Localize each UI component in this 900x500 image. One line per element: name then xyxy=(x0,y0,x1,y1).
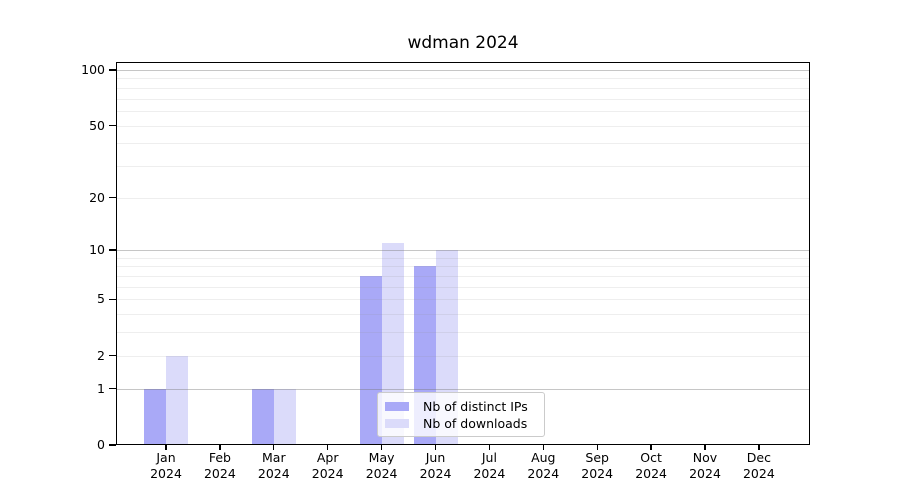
x-tick-label-jul: Jul 2024 xyxy=(473,450,506,481)
bar-distinct-ips-jan xyxy=(144,388,166,445)
gridline-y-1 xyxy=(116,388,810,390)
legend-item-downloads: Nb of downloads xyxy=(385,415,538,432)
x-tick-label-aug: Aug 2024 xyxy=(527,450,560,481)
y-tick-mark-0 xyxy=(109,444,116,446)
x-tick-mark-nov xyxy=(704,444,706,450)
plot-area xyxy=(116,62,810,445)
gridline-y-3 xyxy=(116,332,810,334)
gridline-y-4 xyxy=(116,314,810,316)
bar-downloads-mar xyxy=(273,388,296,445)
y-tick-mark-50 xyxy=(109,124,116,127)
legend-swatch-distinct-ips xyxy=(385,402,409,411)
gridline-y-20 xyxy=(116,197,810,199)
x-tick-mark-dec xyxy=(758,444,760,450)
bar-distinct-ips-mar xyxy=(251,388,274,445)
gridline-y-8 xyxy=(116,266,810,268)
x-tick-mark-jan xyxy=(165,444,167,450)
gridline-y-7 xyxy=(116,276,810,278)
x-tick-mark-aug xyxy=(542,444,544,450)
gridline-y-70 xyxy=(116,98,810,100)
x-tick-label-dec: Dec 2024 xyxy=(742,450,775,481)
x-tick-label-jun: Jun 2024 xyxy=(419,450,452,481)
legend-label-downloads: Nb of downloads xyxy=(423,415,528,431)
gridline-y-9 xyxy=(116,257,810,259)
x-tick-label-apr: Apr 2024 xyxy=(311,450,344,481)
gridline-y-5 xyxy=(116,299,810,301)
x-tick-label-jan: Jan 2024 xyxy=(150,450,182,481)
gridline-y-50 xyxy=(116,125,810,127)
legend-label-distinct-ips: Nb of distinct IPs xyxy=(423,398,528,414)
y-tick-label-50: 50 xyxy=(89,117,105,133)
y-tick-label-1: 1 xyxy=(97,380,105,396)
x-tick-mark-sep xyxy=(596,444,598,450)
gridline-y-90 xyxy=(116,78,810,80)
y-tick-mark-10 xyxy=(109,249,116,251)
x-tick-mark-apr xyxy=(327,444,329,450)
y-tick-label-0: 0 xyxy=(97,437,105,452)
x-tick-label-sep: Sep 2024 xyxy=(581,450,614,481)
bar-downloads-jan xyxy=(166,355,188,445)
y-tick-mark-2 xyxy=(109,355,116,357)
y-tick-label-5: 5 xyxy=(97,291,105,307)
y-tick-label-100: 100 xyxy=(81,61,105,77)
x-tick-label-nov: Nov 2024 xyxy=(689,450,721,481)
y-tick-mark-20 xyxy=(109,196,116,199)
x-tick-mark-jul xyxy=(488,444,491,450)
x-tick-mark-oct xyxy=(650,444,652,450)
legend-swatch-downloads xyxy=(385,419,409,428)
gridline-y-100 xyxy=(116,69,810,71)
x-tick-label-oct: Oct 2024 xyxy=(635,450,667,481)
y-tick-mark-100 xyxy=(109,69,116,71)
x-tick-label-mar: Mar 2024 xyxy=(257,450,290,481)
x-tick-mark-mar xyxy=(273,444,275,450)
x-tick-mark-feb xyxy=(219,444,221,450)
y-tick-mark-5 xyxy=(109,298,116,301)
gridline-y-80 xyxy=(116,87,810,89)
legend-item-distinct-ips: Nb of distinct IPs xyxy=(385,398,538,415)
chart-title: wdman 2024 xyxy=(407,33,519,53)
gridline-y-10 xyxy=(116,250,810,252)
bar-distinct-ips-may xyxy=(359,276,382,445)
legend: Nb of distinct IPs Nb of downloads xyxy=(377,392,545,437)
x-tick-label-feb: Feb 2024 xyxy=(203,450,236,481)
gridline-y-2 xyxy=(116,355,810,357)
y-tick-label-20: 20 xyxy=(89,189,105,205)
x-tick-mark-jun xyxy=(434,444,437,450)
y-tick-label-2: 2 xyxy=(97,347,105,363)
x-tick-label-may: May 2024 xyxy=(365,450,398,481)
gridline-y-40 xyxy=(116,143,810,145)
y-tick-label-10: 10 xyxy=(89,242,105,258)
x-tick-mark-may xyxy=(380,444,383,450)
gridline-y-60 xyxy=(116,110,810,112)
y-tick-mark-1 xyxy=(109,387,116,390)
gridline-y-30 xyxy=(116,165,810,167)
gridline-y-6 xyxy=(116,286,810,288)
